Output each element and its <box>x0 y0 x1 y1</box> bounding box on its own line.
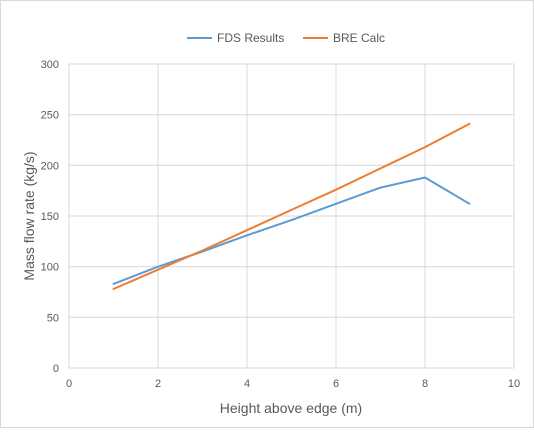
gridlines <box>68 63 515 369</box>
series-line-fds-results <box>112 176 471 285</box>
x-tick-label: 4 <box>244 378 250 390</box>
y-tick-labels: 0 50 100 150 200 250 300 <box>41 59 59 375</box>
legend: FDS Results BRE Calc <box>187 31 385 45</box>
y-tick-label: 150 <box>41 211 59 223</box>
y-tick-label: 250 <box>41 110 59 122</box>
y-axis-label: Mass flow rate (kg/s) <box>21 151 37 280</box>
x-tick-label: 8 <box>422 378 428 390</box>
y-tick-label: 50 <box>47 312 59 324</box>
x-tick-label: 0 <box>66 378 72 390</box>
legend-label-bre-calc: BRE Calc <box>333 31 385 45</box>
y-tick-label: 100 <box>41 262 59 274</box>
x-tick-labels: 0 2 4 6 8 10 <box>66 378 520 390</box>
y-tick-label: 0 <box>53 363 59 375</box>
legend-label-fds-results: FDS Results <box>217 31 284 45</box>
x-tick-label: 2 <box>155 378 161 390</box>
series-lines <box>112 122 471 290</box>
y-tick-label: 300 <box>41 59 59 71</box>
y-tick-label: 200 <box>41 160 59 172</box>
x-axis-label: Height above edge (m) <box>220 400 362 416</box>
x-tick-label: 6 <box>333 378 339 390</box>
series-line-bre-calc <box>112 122 471 290</box>
x-tick-label: 10 <box>508 378 520 390</box>
